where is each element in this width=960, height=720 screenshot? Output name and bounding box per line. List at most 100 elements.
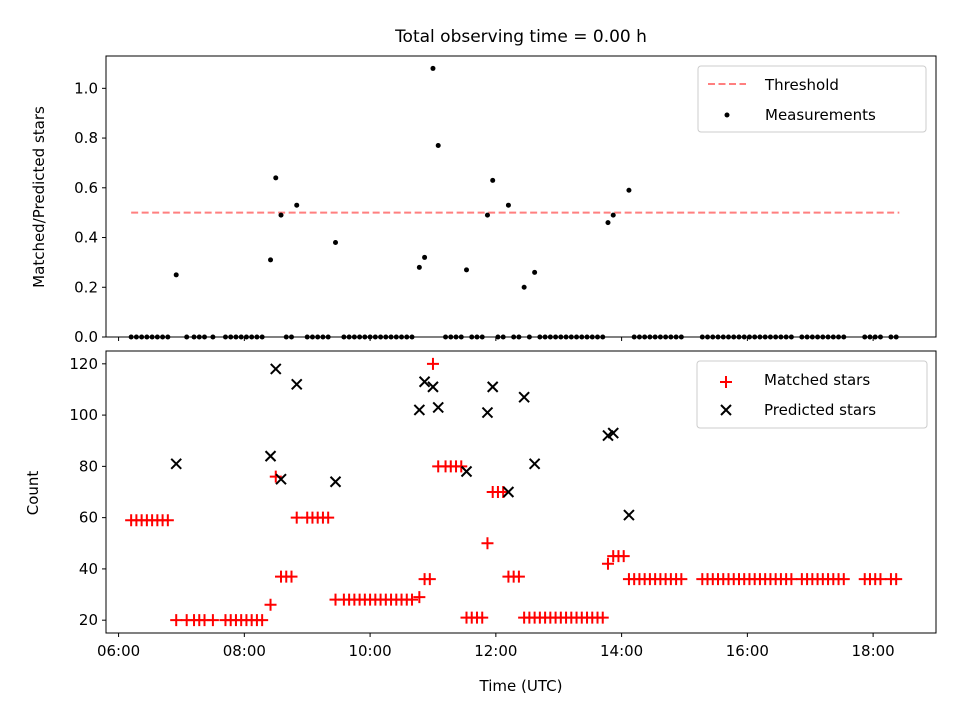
predicted-star-point [418, 376, 431, 388]
matched-star-point [512, 570, 525, 583]
matched-star-point [413, 591, 426, 604]
matched-star-point [596, 611, 609, 624]
measurement-point [173, 272, 179, 278]
matched-star-point [290, 511, 303, 524]
matched-star-point [206, 614, 219, 627]
count-x-axis: 06:00 08:00 10:00 12:00 14:00 16:00 18:00 [97, 633, 895, 660]
x-axis-label: Time (UTC) [479, 677, 563, 695]
matched-star-point [256, 614, 269, 627]
matched-star-point [890, 573, 903, 586]
count-y-tick-label: 40 [79, 560, 98, 578]
count-y-tick-label: 20 [79, 611, 98, 629]
matched-star-point [785, 573, 798, 586]
ratio-x-ticks [118, 337, 874, 341]
measurement-point [278, 212, 284, 218]
predicted-star-point [502, 486, 515, 498]
predicted-star-point [518, 391, 530, 403]
matched-star-point [675, 573, 688, 586]
matched-legend-marker [720, 376, 732, 388]
count-y-tick-label: 100 [69, 406, 98, 424]
count-y-axis: 20 40 60 80 100 120 [69, 355, 106, 629]
predicted-legend-label: Predicted stars [764, 401, 876, 419]
count-y-tick-label: 80 [79, 457, 98, 475]
predicted-star-point [460, 465, 473, 478]
chart-title: Total observing time = 0.00 h [394, 27, 647, 47]
measurement-point [430, 65, 436, 71]
predicted-star-point [432, 401, 444, 414]
count-legend: Matched stars Predicted stars [696, 360, 928, 429]
count-x-tick-label: 14:00 [600, 642, 643, 660]
ratio-marks [128, 65, 900, 340]
matched-star-point [455, 460, 468, 473]
count-panel: 20 40 60 80 100 120 06:00 08:00 10:00 12:00 14:00… [24, 350, 937, 695]
count-y-axis-label: Count [24, 471, 42, 516]
threshold-legend-label: Threshold [764, 76, 839, 94]
ratio-y-tick-label: 0.6 [74, 179, 98, 197]
measurement-point [416, 264, 422, 270]
ratio-y-tick-label: 0.8 [74, 129, 98, 147]
ratio-legend-box [697, 65, 927, 133]
predicted-star-point [481, 406, 494, 419]
predicted-star-point [528, 458, 541, 470]
ratio-y-axis: 0.0 0.2 0.4 0.6 0.8 1.0 [74, 79, 106, 346]
predicted-star-point [329, 476, 342, 488]
matched-star-point [481, 537, 494, 550]
measurement-point [610, 212, 616, 218]
predicted-star-point [427, 381, 439, 393]
count-x-tick-label: 08:00 [223, 642, 266, 660]
predicted-star-point [623, 509, 635, 521]
ratio-plot-frame [105, 55, 937, 338]
measurement-point [273, 175, 279, 181]
ratio-y-tick-label: 0.4 [74, 229, 98, 247]
count-x-tick-label: 10:00 [348, 642, 391, 660]
measurement-point [484, 212, 490, 218]
matched-star-point [170, 614, 183, 627]
measurement-point [490, 177, 496, 183]
predicted-legend-marker [720, 404, 732, 416]
matched-star-point [617, 550, 630, 563]
matched-star-point [601, 557, 614, 570]
matched-star-point [837, 573, 850, 586]
measurement-point [294, 202, 300, 208]
measurement-point [435, 143, 441, 149]
measurement-point [521, 284, 527, 290]
count-x-tick-label: 06:00 [97, 642, 140, 660]
measurements-legend-label: Measurements [765, 106, 876, 124]
predicted-star-point [413, 404, 426, 416]
measurement-point [605, 220, 611, 226]
measurement-point [505, 202, 511, 208]
count-x-tick-label: 18:00 [852, 642, 895, 660]
measurement-point [464, 267, 470, 273]
predicted-star-point [486, 381, 499, 393]
count-x-tick-label: 16:00 [726, 642, 769, 660]
predicted-star-point [264, 450, 277, 462]
predicted-star-point [607, 427, 619, 439]
ratio-legend: Threshold Measurements [697, 65, 927, 133]
matched-legend-label: Matched stars [764, 371, 870, 389]
measurements-legend-marker [724, 112, 730, 118]
count-marks [125, 357, 903, 627]
matched-star-point [874, 573, 887, 586]
count-legend-box [696, 360, 928, 429]
count-y-tick-label: 120 [69, 355, 98, 373]
count-y-tick-label: 60 [79, 509, 98, 527]
matched-star-point [264, 598, 277, 611]
predicted-star-point [170, 458, 182, 470]
matched-star-point [423, 573, 436, 586]
ratio-y-tick-label: 1.0 [74, 79, 98, 97]
matched-star-point [322, 511, 335, 524]
count-x-tick-label: 12:00 [474, 642, 517, 660]
measurement-point [422, 254, 428, 260]
ratio-panel: 0.0 0.2 0.4 0.6 0.8 1.0 Matched/Predicted sta… [30, 55, 937, 346]
ratio-y-tick-label: 0.2 [74, 278, 98, 296]
measurement-point [626, 187, 632, 193]
matched-star-point [285, 570, 298, 583]
measurement-point [532, 269, 538, 275]
matched-star-point [406, 593, 419, 606]
ratio-y-tick-label: 0.0 [74, 328, 98, 346]
matched-star-point [476, 611, 489, 624]
matched-star-point [161, 514, 174, 527]
predicted-star-point [270, 363, 282, 375]
count-plot-frame [105, 350, 937, 634]
